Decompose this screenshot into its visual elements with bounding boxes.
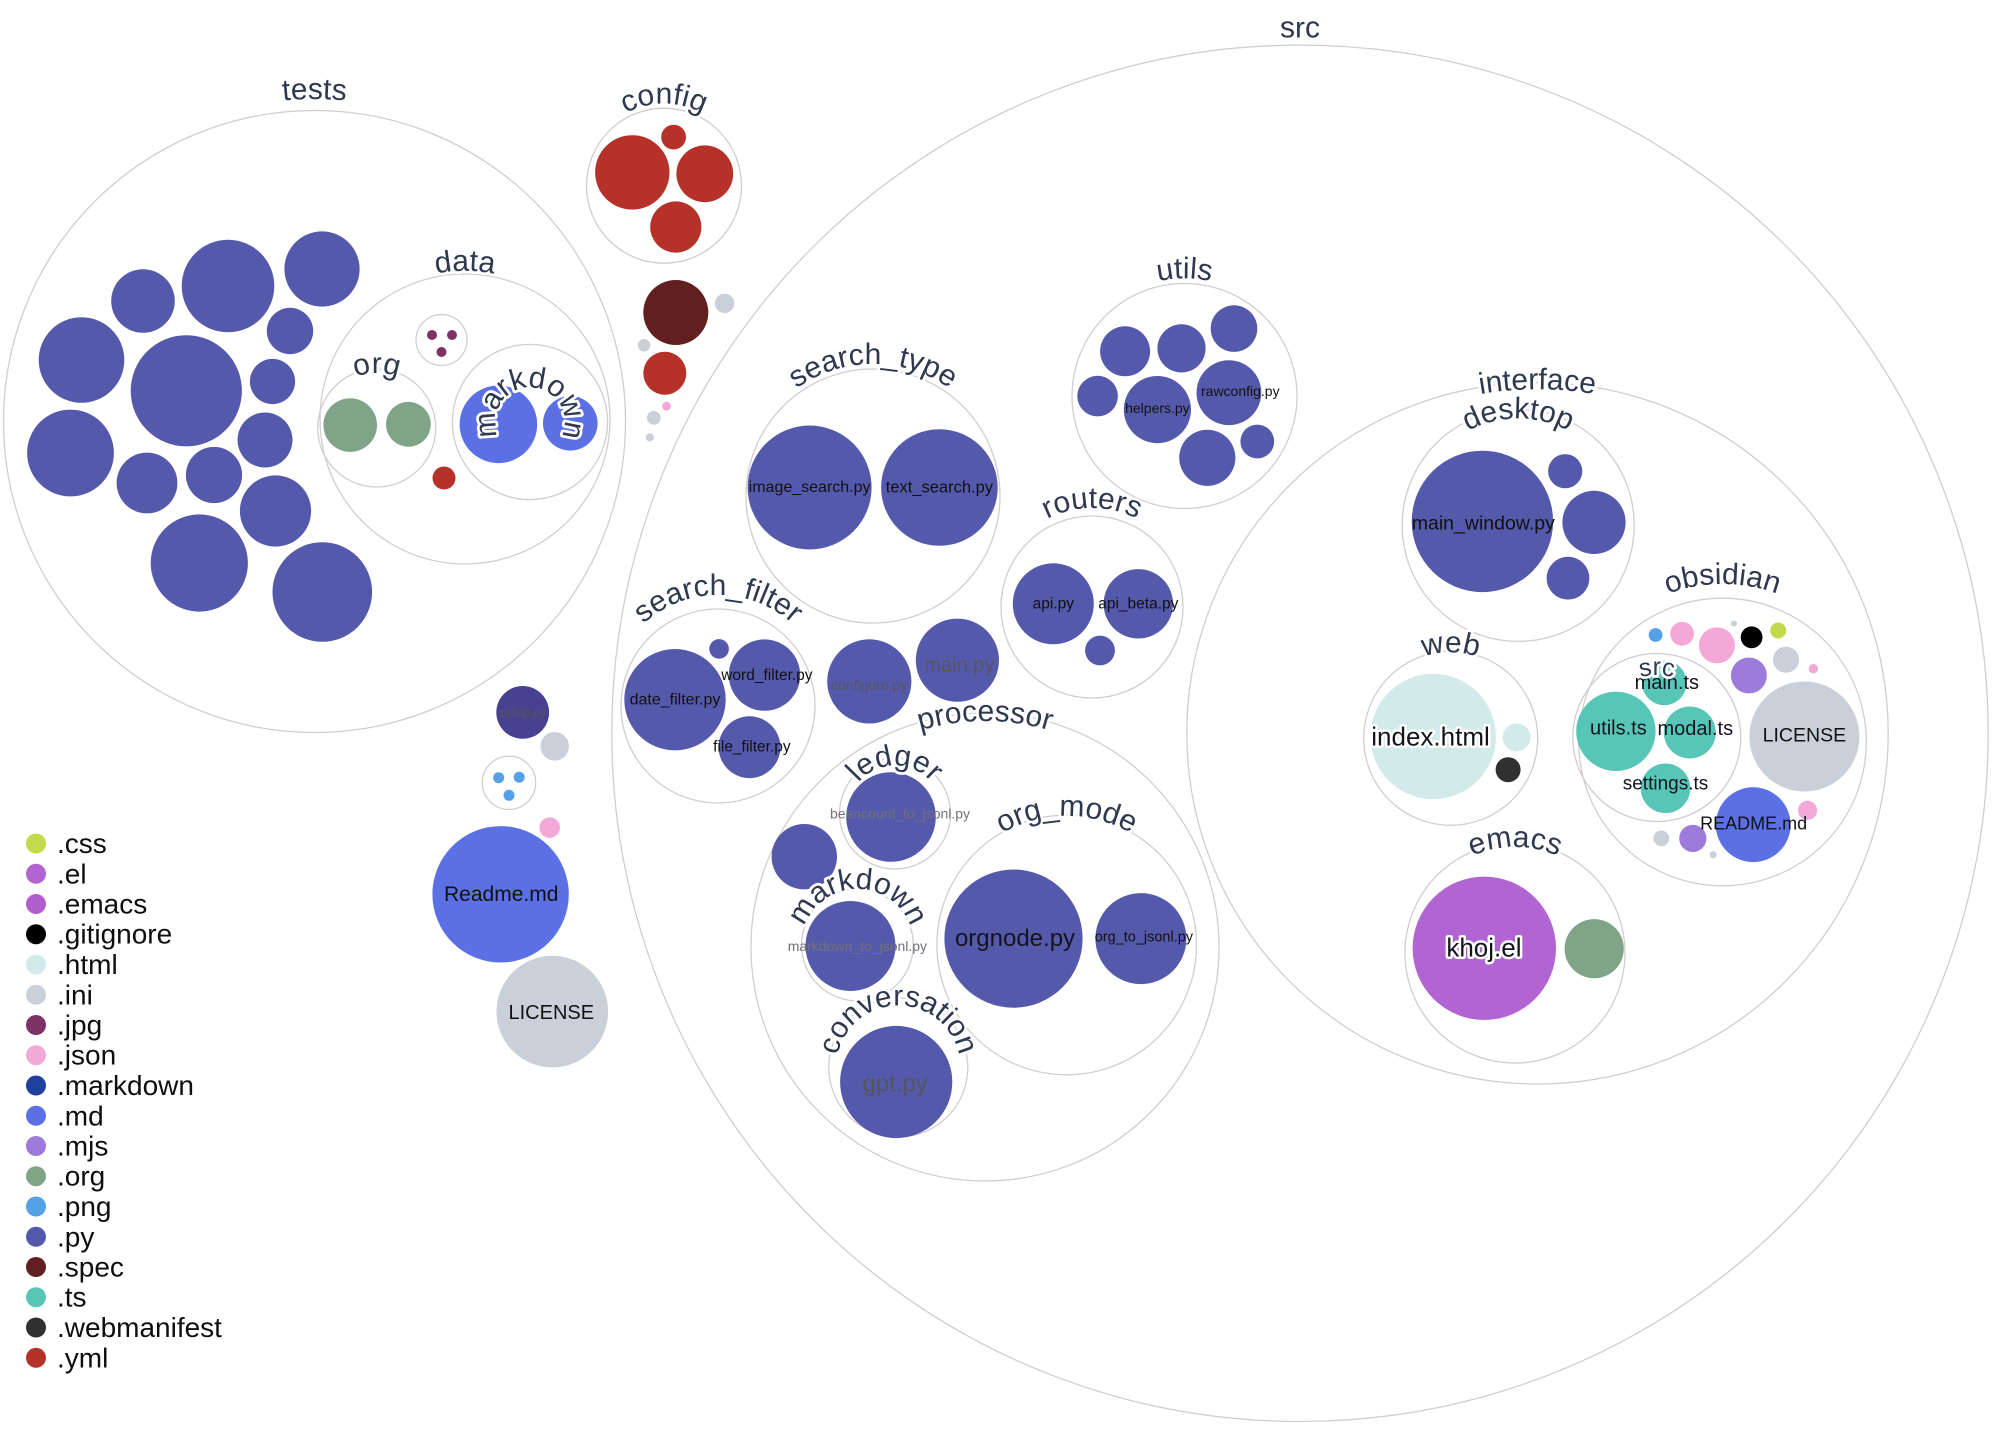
svg-text:main.py: main.py <box>924 655 994 677</box>
svg-text:date_filter.py: date_filter.py <box>630 692 721 709</box>
svg-text:.html: .html <box>57 949 118 980</box>
svg-text:.emacs: .emacs <box>57 889 147 920</box>
svg-text:.spec: .spec <box>57 1252 124 1283</box>
svg-text:web: web <box>1417 626 1483 663</box>
svg-text:src: src <box>1280 11 1321 44</box>
svg-text:modal.ts: modal.ts <box>1658 718 1734 740</box>
svg-text:.org: .org <box>57 1161 105 1192</box>
svg-text:.css: .css <box>57 828 107 859</box>
svg-text:beancount_to_jsonl.py: beancount_to_jsonl.py <box>830 806 970 822</box>
svg-text:utils: utils <box>1154 252 1215 288</box>
svg-text:api_beta.py: api_beta.py <box>1098 595 1178 612</box>
svg-text:web: web <box>1417 626 1483 663</box>
svg-text:khoj.el: khoj.el <box>1446 932 1521 962</box>
svg-text:main.ts: main.ts <box>1635 672 1699 694</box>
svg-text:LICENSE: LICENSE <box>509 1002 595 1024</box>
svg-text:.yml: .yml <box>57 1342 108 1373</box>
svg-text:index.html: index.html <box>1371 722 1490 752</box>
svg-text:settings.ts: settings.ts <box>1623 773 1709 794</box>
svg-text:.webmanifest: .webmanifest <box>57 1312 222 1343</box>
svg-text:.py: .py <box>57 1221 94 1252</box>
svg-text:utils.ts: utils.ts <box>1590 717 1647 739</box>
svg-text:org: org <box>349 347 404 383</box>
svg-text:api.py: api.py <box>1033 595 1075 612</box>
svg-text:src: src <box>1637 653 1677 683</box>
svg-text:orgnode.py: orgnode.py <box>955 925 1075 952</box>
svg-text:.ts: .ts <box>57 1282 87 1313</box>
svg-text:.ini: .ini <box>57 979 93 1010</box>
svg-text:LICENSE: LICENSE <box>1763 725 1846 747</box>
svg-text:configure.py: configure.py <box>831 677 907 693</box>
svg-text:.md: .md <box>57 1100 104 1131</box>
svg-text:.json: .json <box>57 1040 116 1071</box>
svg-text:setup.py: setup.py <box>499 705 547 719</box>
svg-text:main_window.py: main_window.py <box>1412 512 1555 534</box>
svg-text:image_search.py: image_search.py <box>749 479 871 496</box>
svg-text:data: data <box>432 245 498 281</box>
svg-text:khoj.el: khoj.el <box>1446 932 1521 962</box>
svg-text:word_filter.py: word_filter.py <box>720 667 813 684</box>
svg-text:src: src <box>1637 653 1677 683</box>
svg-text:.png: .png <box>57 1191 112 1222</box>
svg-text:org_to_jsonl.py: org_to_jsonl.py <box>1095 930 1194 946</box>
svg-text:.gitignore: .gitignore <box>57 919 172 950</box>
svg-text:rawconfig.py: rawconfig.py <box>1201 383 1280 399</box>
svg-text:index.html: index.html <box>1371 722 1490 752</box>
svg-text:utils: utils <box>1154 252 1215 288</box>
svg-text:org: org <box>349 347 404 383</box>
svg-text:file_filter.py: file_filter.py <box>713 739 791 756</box>
svg-text:.jpg: .jpg <box>57 1010 102 1041</box>
svg-text:Readme.md: Readme.md <box>444 883 558 906</box>
svg-text:helpers.py: helpers.py <box>1125 400 1190 416</box>
svg-text:text_search.py: text_search.py <box>886 479 994 497</box>
svg-text:README.md: README.md <box>1700 814 1807 834</box>
svg-text:.mjs: .mjs <box>57 1131 108 1162</box>
svg-text:gpt.py: gpt.py <box>863 1071 928 1098</box>
svg-text:.el: .el <box>57 858 87 889</box>
svg-text:interface: interface <box>1476 363 1598 401</box>
svg-text:markdown_to_jsonl.py: markdown_to_jsonl.py <box>788 938 927 954</box>
svg-text:src: src <box>1280 11 1321 44</box>
svg-text:.markdown: .markdown <box>57 1070 194 1101</box>
svg-text:data: data <box>432 245 498 281</box>
svg-text:tests: tests <box>281 73 348 108</box>
